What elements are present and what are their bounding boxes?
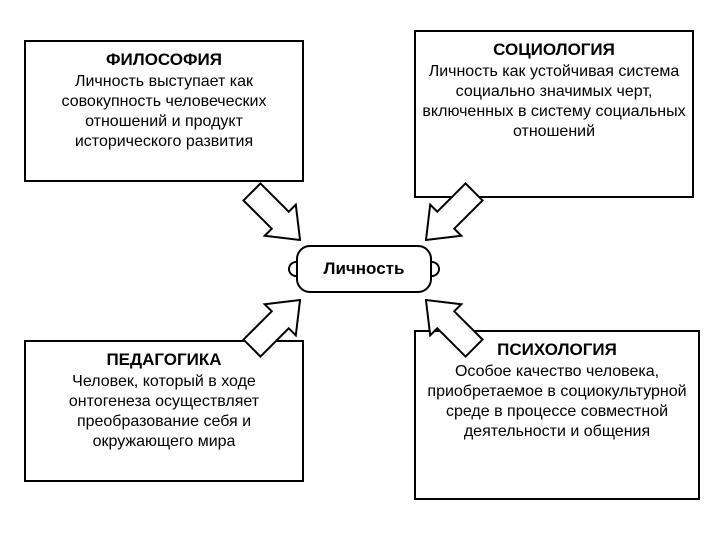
- arrow-from-sociology: [410, 176, 490, 256]
- box-pedagogy-desc: Человек, который в ходе онтогенеза осуще…: [32, 372, 296, 452]
- arrow-from-philosophy: [236, 176, 316, 256]
- box-sociology-title: СОЦИОЛОГИЯ: [422, 40, 686, 60]
- box-psychology-desc: Особое качество человека, приобретаемое …: [422, 362, 692, 442]
- box-philosophy-desc: Личность выступает как совокупность чело…: [32, 72, 296, 152]
- box-philosophy-title: ФИЛОСОФИЯ: [32, 50, 296, 70]
- arrow-from-pedagogy: [236, 284, 316, 364]
- box-sociology-desc: Личность как устойчивая система социальн…: [422, 62, 686, 142]
- arrow-from-psychology: [410, 284, 490, 364]
- box-sociology: СОЦИОЛОГИЯ Личность как устойчивая систе…: [414, 30, 694, 198]
- diagram-canvas: ФИЛОСОФИЯ Личность выступает как совокуп…: [0, 0, 720, 540]
- center-node-label: Личность: [324, 259, 405, 279]
- box-philosophy: ФИЛОСОФИЯ Личность выступает как совокуп…: [24, 40, 304, 182]
